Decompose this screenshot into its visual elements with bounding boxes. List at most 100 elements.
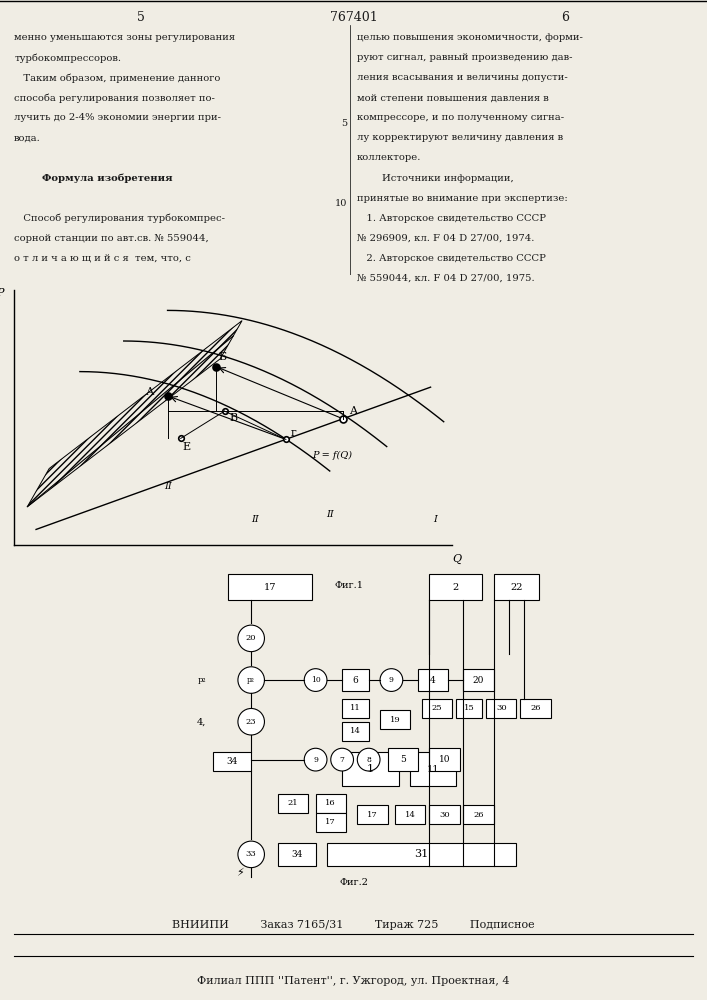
Text: 7: 7	[339, 756, 344, 764]
Bar	[486, 699, 516, 718]
Text: 11: 11	[350, 704, 361, 712]
Text: сорной станции по авт.св. № 559044,: сорной станции по авт.св. № 559044,	[14, 234, 209, 243]
Bar	[493, 574, 539, 600]
Bar	[315, 794, 346, 813]
Text: II: II	[252, 515, 259, 524]
Text: р₂: р₂	[247, 676, 255, 684]
Bar	[463, 805, 493, 824]
Text: № 296909, кл. F 04 D 27/00, 1974.: № 296909, кл. F 04 D 27/00, 1974.	[357, 234, 534, 243]
Text: № 559044, кл. F 04 D 27/00, 1975.: № 559044, кл. F 04 D 27/00, 1975.	[357, 274, 534, 283]
Text: мой степени повышения давления в: мой степени повышения давления в	[357, 93, 549, 102]
Text: Фиг.1: Фиг.1	[334, 581, 363, 590]
Text: 5: 5	[137, 11, 146, 24]
Text: 17: 17	[264, 583, 276, 592]
Bar	[418, 669, 448, 691]
Bar	[463, 669, 493, 691]
Text: 2. Авторское свидетельство СССР: 2. Авторское свидетельство СССР	[357, 254, 546, 263]
Text: 767401: 767401	[329, 11, 378, 24]
Bar	[342, 699, 368, 718]
Text: А: А	[146, 387, 154, 397]
Bar	[421, 699, 452, 718]
Text: Формула изобретения: Формула изобретения	[14, 174, 173, 183]
Text: 5: 5	[341, 119, 347, 128]
Text: Б: Б	[218, 352, 226, 362]
Text: 17: 17	[325, 818, 336, 826]
Text: 14: 14	[405, 811, 416, 819]
Text: 6: 6	[353, 676, 358, 685]
Circle shape	[357, 748, 380, 771]
Text: 11: 11	[427, 765, 439, 774]
Text: P: P	[0, 288, 3, 298]
Text: 15: 15	[464, 704, 474, 712]
Text: B: B	[229, 413, 237, 423]
Text: лучить до 2-4% экономии энергии при-: лучить до 2-4% экономии энергии при-	[14, 113, 221, 122]
Circle shape	[304, 748, 327, 771]
Bar	[278, 794, 308, 813]
Text: р₂: р₂	[198, 676, 206, 684]
Text: 30: 30	[496, 704, 507, 712]
Text: г: г	[291, 428, 296, 438]
Text: E: E	[183, 442, 191, 452]
Bar	[395, 805, 426, 824]
Bar	[520, 699, 551, 718]
Circle shape	[238, 708, 264, 735]
Text: 20: 20	[246, 634, 257, 642]
Text: 1: 1	[367, 764, 374, 774]
Text: 33: 33	[246, 850, 257, 858]
Circle shape	[304, 669, 327, 691]
Text: 8: 8	[366, 756, 371, 764]
Text: 25: 25	[431, 704, 442, 712]
Text: компрессоре, и по полученному сигна-: компрессоре, и по полученному сигна-	[357, 113, 564, 122]
Bar	[228, 574, 312, 600]
Text: 30: 30	[439, 811, 450, 819]
Bar	[342, 669, 368, 691]
Text: 5: 5	[400, 755, 406, 764]
Text: 10: 10	[439, 755, 450, 764]
Bar	[342, 722, 368, 741]
Text: целью повышения экономичности, форми-: целью повышения экономичности, форми-	[357, 33, 583, 42]
Circle shape	[331, 748, 354, 771]
Text: 9: 9	[389, 676, 394, 684]
Text: менно уменьшаются зоны регулирования: менно уменьшаются зоны регулирования	[14, 33, 235, 42]
Text: 14: 14	[350, 727, 361, 735]
Bar	[387, 748, 418, 771]
Bar	[315, 813, 346, 832]
Text: II: II	[164, 482, 171, 491]
Text: 4: 4	[430, 676, 436, 685]
Text: 10: 10	[311, 676, 320, 684]
Text: принятые во внимание при экспертизе:: принятые во внимание при экспертизе:	[357, 194, 568, 203]
Text: 2: 2	[452, 583, 459, 592]
Text: вода.: вода.	[14, 133, 41, 142]
Text: 22: 22	[510, 583, 522, 592]
Text: Фиг.2: Фиг.2	[339, 878, 368, 887]
Bar	[456, 699, 482, 718]
Text: II: II	[326, 510, 334, 519]
Text: 4,: 4,	[197, 717, 206, 726]
Text: 23: 23	[246, 718, 257, 726]
Bar	[357, 805, 387, 824]
Text: ⚡: ⚡	[236, 868, 244, 878]
Text: о т л и ч а ю щ и й с я  тем, что, с: о т л и ч а ю щ и й с я тем, что, с	[14, 254, 191, 263]
Text: 26: 26	[473, 811, 484, 819]
Circle shape	[238, 841, 264, 868]
Text: 26: 26	[530, 704, 541, 712]
Bar	[214, 752, 251, 771]
Text: 16: 16	[325, 799, 336, 807]
Text: 31: 31	[414, 849, 429, 859]
Text: Способ регулирования турбокомпрес-: Способ регулирования турбокомпрес-	[14, 214, 225, 223]
Text: ВНИИПИ         Заказ 7165/31         Тираж 725         Подписное: ВНИИПИ Заказ 7165/31 Тираж 725 Подписное	[173, 920, 534, 930]
Text: 17: 17	[367, 811, 378, 819]
Text: 6: 6	[561, 11, 570, 24]
Text: 1. Авторское свидетельство СССР: 1. Авторское свидетельство СССР	[357, 214, 546, 223]
Bar	[327, 843, 516, 866]
Text: 9: 9	[313, 756, 318, 764]
Bar	[429, 748, 460, 771]
Text: Q: Q	[452, 554, 462, 564]
Circle shape	[238, 667, 264, 693]
Text: 34: 34	[226, 757, 238, 766]
Text: Филиал ППП ''Патент'', г. Ужгород, ул. Проектная, 4: Филиал ППП ''Патент'', г. Ужгород, ул. П…	[197, 976, 510, 986]
Text: 19: 19	[390, 716, 401, 724]
Text: турбокомпрессоров.: турбокомпрессоров.	[14, 53, 121, 63]
Text: 21: 21	[288, 799, 298, 807]
Bar	[380, 710, 410, 729]
